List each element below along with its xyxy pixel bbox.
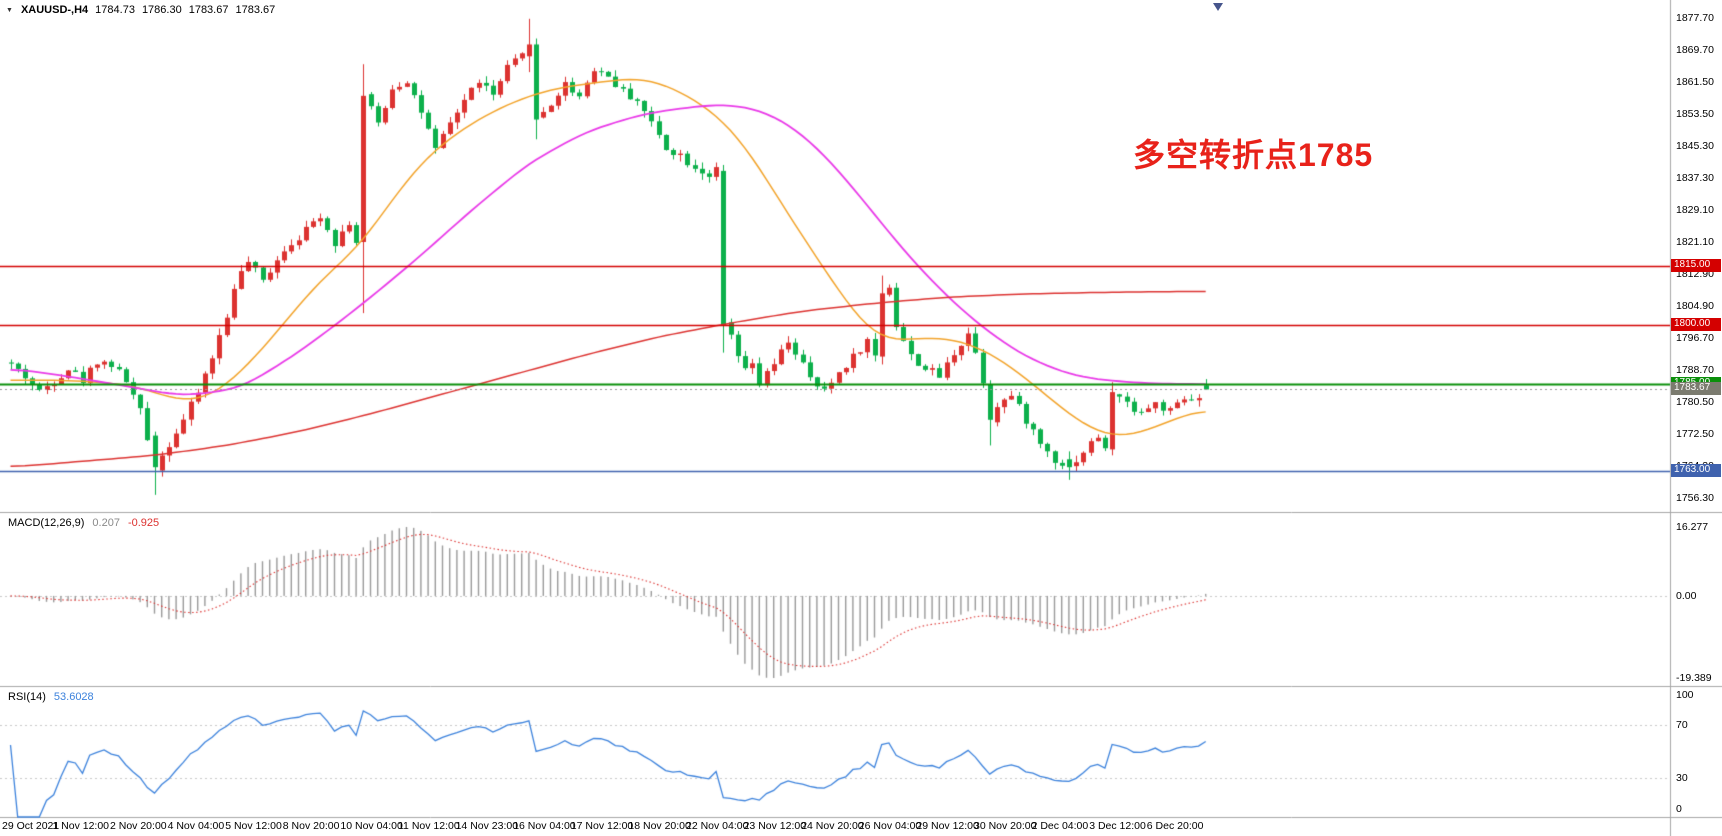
time-tick: 14 Nov 23:00: [455, 820, 519, 832]
price-tick: 1877.70: [1676, 12, 1714, 24]
time-tick: 10 Nov 04:00: [340, 820, 403, 832]
macd-label: MACD(12,26,9): [8, 517, 85, 529]
macd-scale-zero: 0.00: [1676, 589, 1697, 602]
time-tick: 4 Nov 04:00: [167, 820, 225, 832]
price-tick: 1796.70: [1676, 331, 1714, 344]
rsi-label: RSI(14): [8, 691, 46, 703]
price-tick: 1756.30: [1676, 491, 1714, 504]
time-tick: 11 Nov 12:00: [398, 820, 460, 832]
price-scale[interactable]: 1877.70 1869.70 1861.50 1853.50 1845.30 1837.…: [1670, 0, 1722, 836]
price-tick: 1837.30: [1676, 171, 1714, 184]
time-tick: 3 Dec 12:00: [1089, 820, 1146, 832]
rsi-scale-100: 100: [1676, 689, 1694, 701]
time-tick: 23 Nov 12:00: [743, 820, 807, 832]
level-label-1763.00: 1763.00: [1671, 464, 1721, 478]
price-tick: 1853.50: [1676, 107, 1714, 120]
time-tick: 8 Nov 20:00: [282, 820, 340, 832]
price-tick: 1861.50: [1676, 75, 1714, 88]
ohlc-high: 1786.30: [141, 4, 182, 16]
rsi-scale-30: 30: [1676, 771, 1688, 784]
price-tick: 1845.30: [1676, 139, 1714, 152]
macd-scale-min: -19.389: [1676, 672, 1712, 684]
price-tick: 1788.70: [1676, 363, 1714, 376]
price-tick: 1804.90: [1676, 299, 1714, 312]
price-tick: 1772.50: [1676, 427, 1714, 440]
time-tick: 22 Nov 04:00: [686, 820, 749, 832]
macd-scale-max: 16.277: [1676, 521, 1709, 533]
chart-shift-marker-icon[interactable]: [1213, 3, 1223, 11]
chart-annotation: 多空转折点1785: [1133, 137, 1374, 173]
time-tick: 24 Nov 20:00: [801, 820, 864, 832]
time-tick: 26 Nov 04:00: [858, 820, 922, 832]
time-tick: 2 Nov 20:00: [110, 820, 167, 832]
rsi-scale-0: 0: [1676, 803, 1682, 815]
chart-header: ▼ XAUUSD-,H4 1784.73 1786.30 1783.67 178…: [6, 4, 275, 16]
time-tick: 2 Dec 04:00: [1031, 820, 1089, 832]
level-label-1800.00: 1800.00: [1671, 317, 1721, 331]
ohlc-open: 1784.73: [95, 4, 135, 16]
time-tick: 18 Nov 20:00: [628, 820, 691, 832]
time-tick: 29 Oct 2021: [2, 820, 60, 832]
level-label-1815.00: 1815.00: [1671, 258, 1721, 272]
time-tick: 6 Dec 20:00: [1146, 820, 1204, 832]
time-tick: 1 Nov 12:00: [52, 820, 110, 832]
rsi-title: RSI(14) 53.6028: [8, 691, 94, 703]
price-tick: 1821.10: [1676, 235, 1714, 248]
time-axis[interactable]: 29 Oct 2021 1 Nov 12:00 2 Nov 20:00 4 Nov 0…: [0, 817, 1722, 836]
rsi-value: 53.6028: [53, 691, 94, 703]
price-tick: 1869.70: [1676, 43, 1714, 56]
macd-value-main: 0.207: [92, 517, 120, 529]
ohlc-close: 1783.67: [235, 4, 276, 16]
time-tick: 16 Nov 04:00: [513, 820, 576, 832]
bid-price-label: 1783.67: [1671, 382, 1721, 396]
time-tick: 30 Nov 20:00: [974, 820, 1037, 832]
ohlc-low: 1783.67: [188, 4, 229, 16]
symbol-title: XAUUSD-,H4: [20, 4, 89, 16]
time-tick: 29 Nov 12:00: [916, 820, 979, 832]
macd-value-signal: -0.925: [127, 517, 160, 529]
price-tick: 1780.50: [1676, 395, 1714, 408]
time-tick: 17 Nov 12:00: [570, 820, 634, 832]
symbol-marker-icon: ▼: [6, 6, 13, 14]
price-tick: 1829.10: [1676, 203, 1714, 216]
rsi-scale-70: 70: [1676, 719, 1688, 732]
time-tick: 5 Nov 12:00: [225, 820, 282, 832]
macd-title: MACD(12,26,9) 0.207 -0.925: [8, 517, 159, 529]
